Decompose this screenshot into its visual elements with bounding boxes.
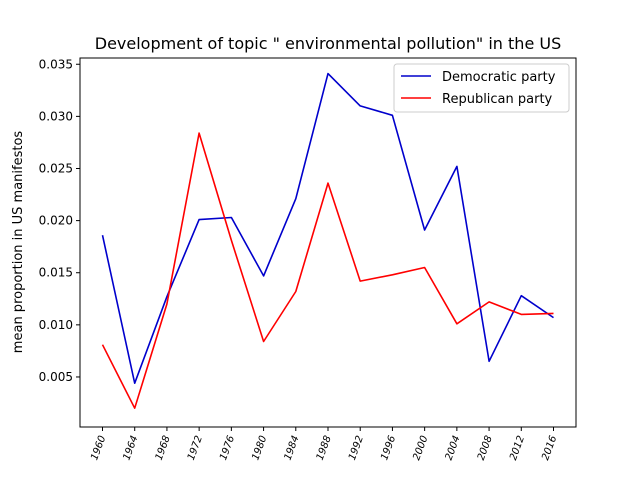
y-axis-label: mean proportion in US manifestos bbox=[11, 131, 26, 354]
legend: Democratic party Republican party bbox=[393, 63, 570, 113]
x-tick-label: 2016 bbox=[540, 434, 559, 462]
x-tick-label: 2000 bbox=[411, 434, 430, 462]
x-tick-label: 1968 bbox=[154, 434, 173, 462]
x-tick-label: 1964 bbox=[121, 434, 140, 462]
x-tick-label: 2012 bbox=[508, 434, 527, 462]
legend-label: Democratic party bbox=[442, 70, 556, 85]
y-tick-label: 0.015 bbox=[39, 266, 73, 280]
y-tick-label: 0.030 bbox=[39, 109, 73, 123]
series-layer bbox=[101, 72, 554, 410]
x-tick-label: 1976 bbox=[218, 434, 237, 462]
legend-label: Republican party bbox=[442, 92, 553, 107]
y-tick-label: 0.010 bbox=[39, 318, 73, 332]
y-axis: 0.005 0.010 0.015 0.020 0.025 0.030 0.035 bbox=[39, 57, 80, 384]
x-tick-label: 1972 bbox=[186, 434, 205, 462]
y-tick-label: 0.020 bbox=[39, 214, 73, 228]
x-axis: 1960 1964 1968 1972 1976 1980 1984 1988 1992 1996… bbox=[89, 427, 559, 462]
y-tick-label: 0.005 bbox=[39, 370, 73, 384]
y-tick-label: 0.025 bbox=[39, 161, 73, 175]
plot-area bbox=[79, 57, 577, 428]
x-tick-label: 1996 bbox=[379, 434, 398, 462]
y-tick-label: 0.035 bbox=[39, 57, 73, 71]
series-line-republican bbox=[101, 132, 554, 410]
x-tick-label: 1992 bbox=[347, 434, 366, 462]
legend-box bbox=[393, 63, 570, 113]
x-tick-label: 2004 bbox=[444, 434, 463, 462]
chart-title: Development of topic " environmental pol… bbox=[95, 34, 561, 53]
x-tick-label: 1980 bbox=[250, 434, 269, 462]
x-tick-label: 1960 bbox=[89, 434, 108, 462]
x-tick-label: 2008 bbox=[476, 434, 495, 462]
x-tick-label: 1988 bbox=[315, 434, 334, 462]
x-tick-label: 1984 bbox=[283, 434, 302, 462]
series-line-democratic bbox=[101, 72, 554, 385]
